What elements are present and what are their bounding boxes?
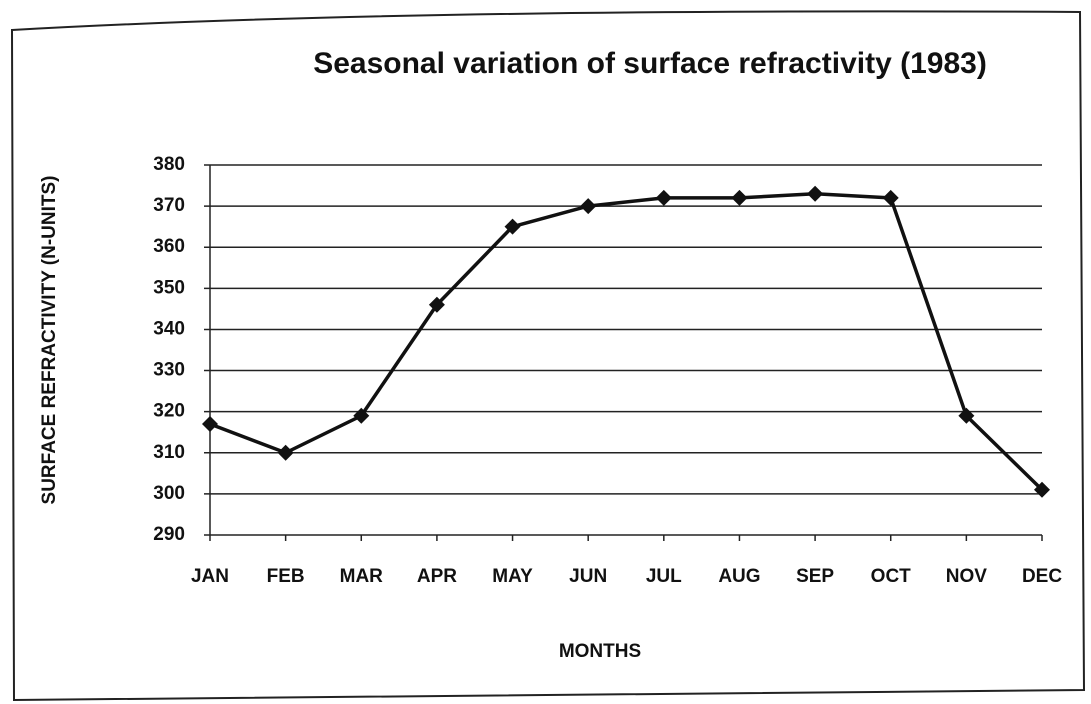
data-point bbox=[1034, 481, 1050, 498]
y-tick-label: 360 bbox=[153, 236, 185, 257]
y-tick-label: 290 bbox=[153, 524, 185, 545]
x-axis-label: MONTHS bbox=[559, 641, 641, 662]
y-tick-label: 300 bbox=[153, 483, 185, 504]
data-point bbox=[580, 198, 597, 215]
x-tick-label: MAR bbox=[340, 566, 384, 587]
x-tick-label: JUN bbox=[569, 566, 607, 587]
data-point bbox=[428, 296, 445, 313]
x-tick-label: NOV bbox=[946, 566, 988, 587]
frame bbox=[10, 10, 1086, 702]
x-tick-label: JAN bbox=[191, 566, 229, 587]
y-tick-label: 330 bbox=[153, 360, 185, 381]
data-point bbox=[807, 185, 824, 202]
x-tick-label: FEB bbox=[267, 566, 305, 587]
y-tick-label: 320 bbox=[153, 401, 185, 422]
data-point bbox=[958, 407, 975, 424]
data-point bbox=[882, 189, 899, 206]
data-point bbox=[353, 407, 370, 424]
y-tick-label: 380 bbox=[153, 154, 185, 175]
x-tick-label: AUG bbox=[718, 566, 760, 587]
x-tick-label: SEP bbox=[796, 566, 834, 587]
x-tick-label: JUL bbox=[646, 566, 682, 587]
y-tick-label: 370 bbox=[153, 195, 185, 216]
data-point bbox=[277, 444, 294, 461]
y-tick-label: 340 bbox=[153, 318, 185, 339]
data-point bbox=[202, 416, 218, 432]
x-tick-label: DEC bbox=[1022, 566, 1062, 587]
y-tick-label: 310 bbox=[153, 442, 185, 463]
series-line bbox=[209, 192, 1044, 492]
chart-title: Seasonal variation of surface refractivi… bbox=[313, 47, 987, 80]
data-point bbox=[655, 189, 672, 206]
data-point bbox=[731, 189, 748, 206]
x-tick-label: MAY bbox=[492, 566, 533, 587]
x-tick-label: OCT bbox=[871, 566, 912, 587]
y-tick-label: 350 bbox=[153, 277, 185, 298]
y-axis-label: SURFACE REFRACTIVITY (N-UNITS) bbox=[39, 176, 60, 505]
data-point bbox=[504, 218, 521, 235]
x-tick-label: APR bbox=[417, 566, 457, 587]
